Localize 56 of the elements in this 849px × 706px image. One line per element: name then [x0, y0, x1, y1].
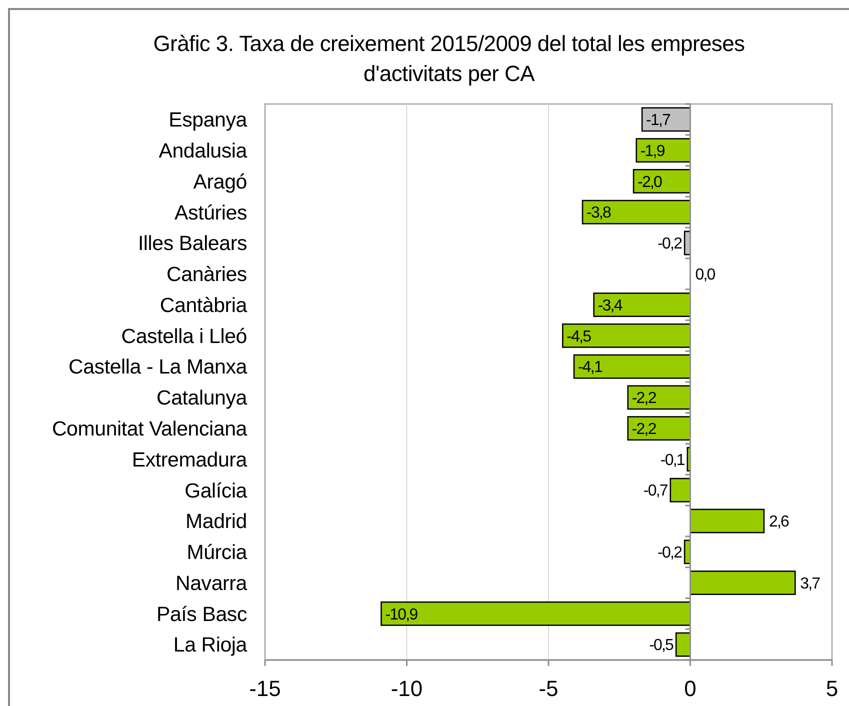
bar	[562, 323, 691, 348]
chart-title: Gràfic 3. Taxa de creixement 2015/2009 del total les empreses d'activitats per CA	[153, 31, 746, 86]
y-tick-label: Múrcia	[186, 541, 248, 564]
data-label: -2,0	[638, 174, 663, 191]
y-tick-label: La Rioja	[173, 634, 248, 657]
bar	[690, 570, 796, 596]
data-label: -3,4	[598, 297, 623, 314]
data-label: -2,2	[632, 390, 657, 408]
x-tick-label: -15	[249, 676, 281, 701]
bar	[675, 632, 691, 657]
data-label: -2,2	[632, 420, 657, 438]
bar	[573, 354, 691, 379]
data-label: -10,9	[385, 606, 418, 624]
data-label: 0,0	[695, 266, 716, 284]
data-label: -1,7	[646, 112, 672, 130]
bar	[632, 168, 691, 194]
x-tick-label: 5	[826, 676, 838, 701]
bar	[593, 292, 691, 318]
y-tick-label: Comunitat Valenciana	[52, 418, 248, 441]
x-tick-label: -10	[390, 676, 423, 701]
bar	[636, 138, 691, 163]
bar	[627, 416, 691, 441]
y-tick-label: Galícia	[184, 479, 248, 502]
y-tick-label: Cantàbria	[160, 294, 248, 317]
bar	[670, 478, 691, 502]
data-label: -4,5	[566, 328, 592, 346]
y-tick-label: Astúries	[174, 201, 247, 224]
y-tick-label: Andalusia	[158, 140, 248, 163]
data-label: -1,9	[640, 142, 666, 160]
bar	[690, 508, 765, 534]
bar	[582, 200, 691, 224]
data-label: -4,1	[578, 359, 603, 376]
y-tick-label: Canàries	[166, 263, 247, 286]
y-tick-label: Catalunya	[156, 386, 248, 410]
bar	[641, 107, 691, 132]
y-tick-label: Aragó	[193, 170, 247, 194]
data-label: -0,2	[658, 544, 683, 562]
bar	[627, 385, 691, 410]
y-tick-label: Castella i Lleó	[121, 324, 247, 348]
y-tick-label: Navarra	[175, 572, 248, 595]
data-label: 3,7	[800, 575, 821, 592]
data-label: -3,8	[586, 204, 612, 222]
bar	[380, 601, 691, 626]
data-label: -0,1	[660, 452, 686, 469]
x-tick-label: 0	[684, 676, 696, 701]
y-tick-label: Illes Balears	[138, 232, 247, 256]
data-label: -0,2	[658, 236, 683, 253]
y-tick-label: Espanya	[168, 108, 248, 132]
y-tick-label: Extremadura	[132, 448, 248, 472]
data-label: 2,6	[768, 514, 790, 531]
y-tick-label: Madrid	[186, 510, 247, 534]
y-tick-label: País Basc	[156, 602, 247, 626]
data-label: -0,5	[649, 637, 674, 654]
y-tick-label: Castella - La Manxa	[68, 356, 248, 379]
x-tick-label: -5	[538, 676, 558, 701]
data-label: -0,7	[643, 482, 668, 500]
